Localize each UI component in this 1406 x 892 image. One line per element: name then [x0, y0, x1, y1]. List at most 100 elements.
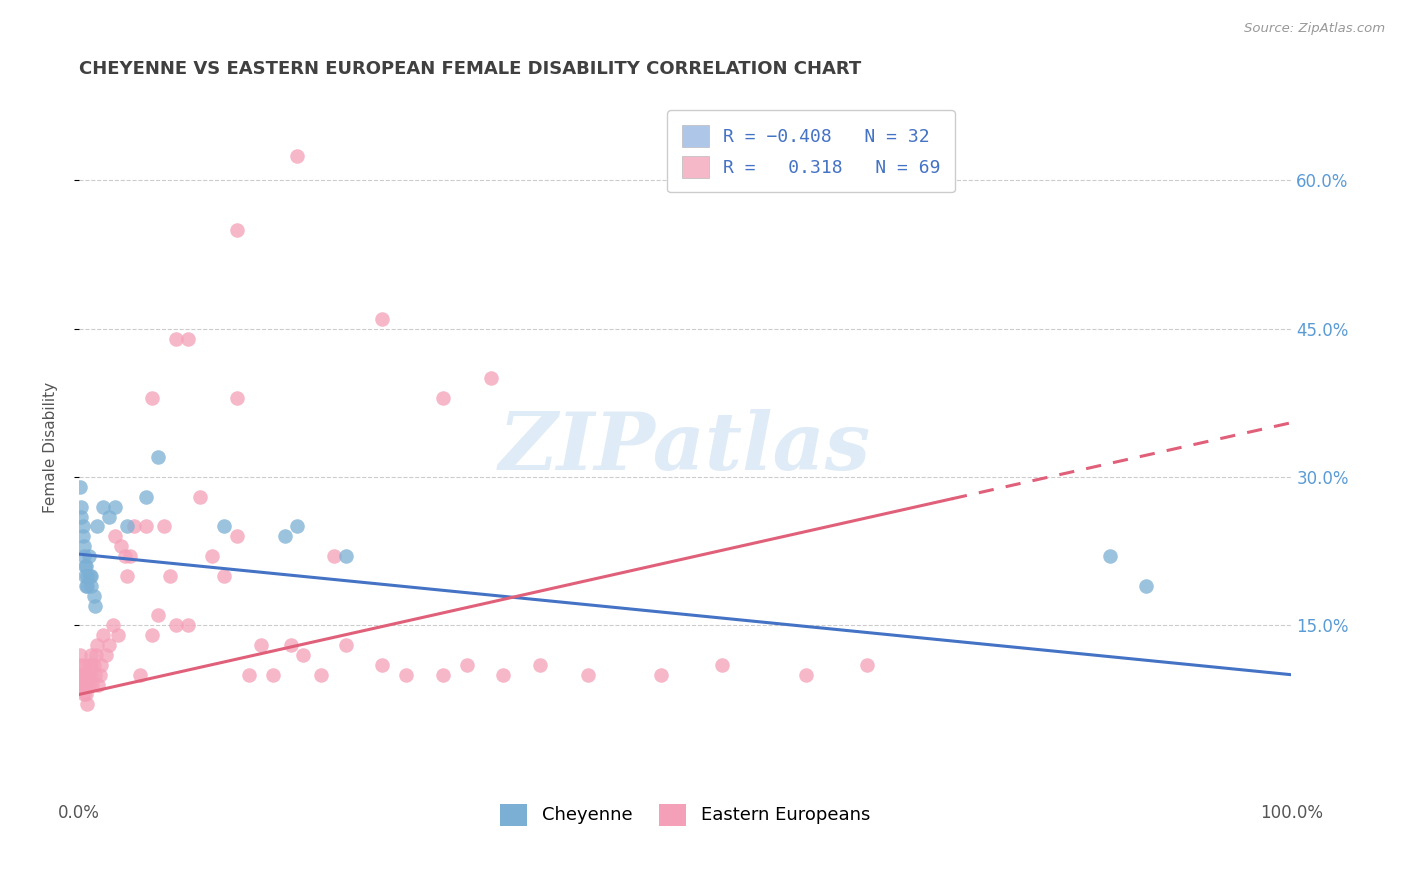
Point: [76, 698, 98, 712]
Point: [98, 509, 121, 524]
Point: [856, 657, 879, 672]
Point: [83, 657, 105, 672]
Point: [1135, 579, 1157, 593]
Point: [214, 569, 236, 583]
Point: [710, 657, 733, 672]
Point: [73, 559, 96, 574]
Point: [104, 500, 127, 514]
Point: [238, 667, 260, 681]
Point: [479, 371, 502, 385]
Point: [335, 549, 357, 563]
Point: [73, 667, 96, 681]
Point: [82, 678, 104, 692]
Point: [225, 391, 247, 405]
Point: [110, 539, 132, 553]
Point: [72, 667, 94, 681]
Point: [69, 648, 91, 662]
Point: [225, 529, 247, 543]
Point: [146, 450, 169, 465]
Point: [73, 539, 96, 553]
Text: ZIPatlas: ZIPatlas: [499, 409, 872, 486]
Point: [492, 667, 515, 681]
Point: [322, 549, 344, 563]
Point: [80, 579, 103, 593]
Point: [86, 519, 108, 533]
Point: [73, 549, 96, 563]
Point: [90, 657, 112, 672]
Point: [70, 667, 93, 681]
Point: [118, 549, 141, 563]
Point: [456, 657, 478, 672]
Point: [141, 391, 163, 405]
Point: [80, 569, 103, 583]
Point: [73, 569, 96, 583]
Point: [371, 311, 394, 326]
Point: [72, 678, 94, 692]
Point: [75, 559, 97, 574]
Point: [104, 529, 127, 543]
Point: [371, 657, 394, 672]
Point: [91, 500, 114, 514]
Point: [70, 678, 93, 692]
Point: [114, 549, 136, 563]
Point: [117, 519, 139, 533]
Point: [73, 678, 96, 692]
Point: [72, 529, 94, 543]
Point: [177, 332, 200, 346]
Point: [89, 667, 111, 681]
Point: [529, 657, 551, 672]
Point: [76, 579, 98, 593]
Point: [165, 618, 187, 632]
Point: [201, 549, 224, 563]
Point: [576, 667, 599, 681]
Point: [91, 628, 114, 642]
Point: [73, 657, 96, 672]
Text: Source: ZipAtlas.com: Source: ZipAtlas.com: [1244, 22, 1385, 36]
Point: [1098, 549, 1121, 563]
Point: [432, 391, 454, 405]
Point: [83, 589, 105, 603]
Point: [122, 519, 145, 533]
Point: [84, 648, 107, 662]
Point: [79, 667, 101, 681]
Point: [94, 648, 117, 662]
Point: [80, 648, 103, 662]
Point: [280, 638, 302, 652]
Point: [165, 332, 187, 346]
Point: [83, 667, 105, 681]
Point: [214, 519, 236, 533]
Point: [177, 618, 200, 632]
Point: [75, 688, 97, 702]
Point: [395, 667, 418, 681]
Point: [292, 648, 315, 662]
Point: [77, 678, 100, 692]
Point: [650, 667, 672, 681]
Point: [76, 667, 98, 681]
Point: [250, 638, 273, 652]
Point: [117, 569, 139, 583]
Point: [146, 608, 169, 623]
Point: [135, 490, 157, 504]
Point: [141, 628, 163, 642]
Point: [188, 490, 211, 504]
Point: [107, 628, 129, 642]
Point: [75, 678, 97, 692]
Point: [87, 678, 110, 692]
Point: [796, 667, 818, 681]
Point: [76, 569, 98, 583]
Point: [262, 667, 284, 681]
Point: [69, 480, 91, 494]
Point: [128, 667, 150, 681]
Text: CHEYENNE VS EASTERN EUROPEAN FEMALE DISABILITY CORRELATION CHART: CHEYENNE VS EASTERN EUROPEAN FEMALE DISA…: [79, 60, 862, 78]
Point: [225, 223, 247, 237]
Point: [77, 549, 100, 563]
Y-axis label: Female Disability: Female Disability: [44, 382, 58, 513]
Point: [72, 519, 94, 533]
Point: [79, 569, 101, 583]
Point: [80, 657, 103, 672]
Point: [73, 688, 96, 702]
Legend: Cheyenne, Eastern Europeans: Cheyenne, Eastern Europeans: [494, 797, 877, 833]
Point: [70, 500, 93, 514]
Point: [98, 638, 121, 652]
Point: [77, 657, 100, 672]
